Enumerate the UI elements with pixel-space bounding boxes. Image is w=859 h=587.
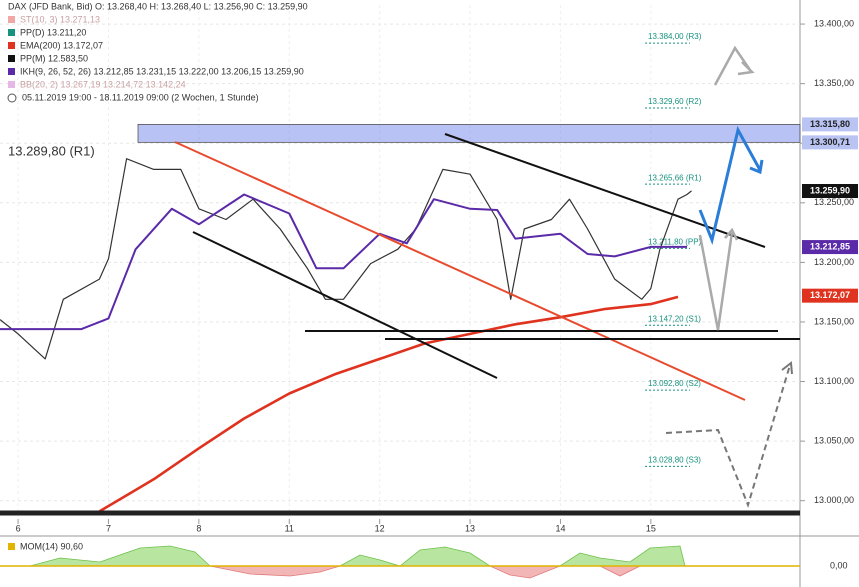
y-tick-label: 13.050,00	[814, 435, 854, 445]
price-tag	[802, 117, 858, 132]
x-tick-label: 15	[646, 523, 656, 533]
x-tick-label: 8	[196, 523, 201, 533]
legend-swatch	[8, 68, 15, 75]
price-line	[98, 295, 679, 513]
legend-label: PP(M) 12.583,50	[20, 53, 88, 63]
price-line	[0, 158, 692, 360]
legend-label: PP(D) 13.211,20	[20, 27, 86, 37]
pivot-label: 13.329,60 (R2)	[648, 97, 702, 106]
momentum-tick: 0,00	[830, 560, 848, 570]
pivot-label: 13.384,00 (R3)	[648, 32, 702, 41]
chart-title: DAX (JFD Bank, Bid) O: 13.268,40 H: 13.2…	[8, 1, 308, 11]
y-tick-label: 13.100,00	[814, 376, 854, 386]
legend-swatch	[8, 543, 15, 550]
pivot-label: 13.092,80 (S2)	[648, 379, 701, 388]
trendline	[444, 133, 766, 248]
annotation: 13.289,80 (R1)	[8, 143, 95, 158]
arrow	[713, 45, 752, 86]
price-tag-label: 13.315,80	[810, 119, 850, 129]
legend-swatch	[8, 29, 15, 36]
arrow	[665, 364, 791, 509]
arrow	[698, 125, 762, 245]
price-tag-label: 13.259,90	[810, 185, 850, 195]
momentum-positive	[0, 545, 686, 567]
price-tag	[802, 184, 858, 199]
legend-swatch	[8, 16, 15, 23]
y-tick-label: 13.400,00	[814, 18, 854, 28]
price-tag-label: 13.212,85	[810, 241, 850, 251]
momentum-panel: MOM(14) 90,60 0,00	[0, 535, 859, 579]
arrow-head	[781, 361, 793, 375]
legend-label: ST(10, 3) 13.271,13	[20, 14, 100, 24]
price-tag	[802, 240, 858, 255]
x-tick-label: 13	[465, 523, 475, 533]
legend-swatch	[8, 81, 15, 88]
price-tag-label: 13.300,71	[810, 137, 850, 147]
drawings	[0, 45, 800, 516]
price-tag-label: 13.172,07	[810, 290, 850, 300]
y-tick-label: 13.350,00	[814, 78, 854, 88]
pivot-label: 13.028,80 (S3)	[648, 455, 701, 464]
plot-area: 13.000,00 13.050,00 13.100,00 13.150,00 13.2…	[0, 5, 854, 533]
price-tag	[802, 135, 858, 150]
trendline	[192, 231, 498, 379]
pivot-label: 13.265,66 (R1)	[648, 173, 702, 182]
y-tick-label: 13.000,00	[814, 495, 854, 505]
legend-swatch	[8, 55, 15, 62]
legend-label: IKH(9, 26, 52, 26) 13.212,85 13.231,15 1…	[20, 66, 304, 76]
y-tick-label: 13.200,00	[814, 257, 854, 267]
y-tick-label: 13.150,00	[814, 316, 854, 326]
legend-label: EMA(200) 13.172,07	[20, 40, 103, 50]
price-tag	[802, 288, 858, 303]
x-tick-label: 14	[555, 523, 565, 533]
momentum-label: MOM(14) 90,60	[20, 541, 83, 551]
clock-icon	[7, 93, 17, 103]
resistance-zone	[137, 123, 801, 143]
period: 05.11.2019 19:00 - 18.11.2019 09:00 (2 W…	[22, 92, 259, 102]
trendline	[174, 141, 746, 401]
arrow-head	[737, 61, 755, 76]
pivot-label: 13.211,80 (PP)	[648, 237, 702, 246]
arrow-head	[749, 159, 764, 175]
arrow-head	[724, 227, 739, 241]
legend-swatch	[8, 42, 15, 49]
y-tick-label: 13.250,00	[814, 197, 854, 207]
arrow	[698, 231, 734, 331]
pivot-label: 13.147,20 (S1)	[648, 314, 701, 323]
x-tick-label: 6	[16, 523, 21, 533]
x-tick-label: 12	[375, 523, 385, 533]
legend-label: BB(20, 2) 13.267,19 13.214,72 13.142,24	[20, 79, 186, 89]
x-tick-label: 11	[285, 523, 294, 533]
x-tick-label: 7	[106, 523, 111, 533]
